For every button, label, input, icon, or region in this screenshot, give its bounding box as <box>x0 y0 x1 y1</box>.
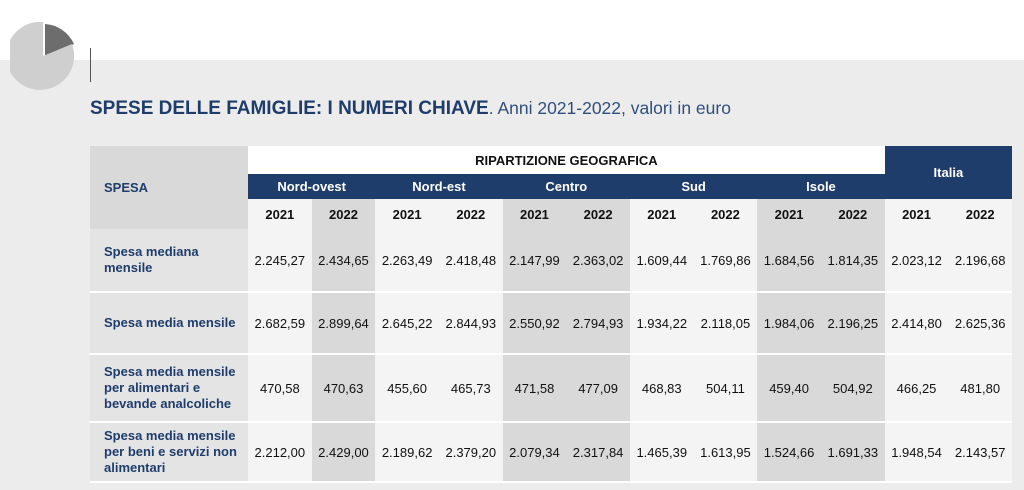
region-header-isole: Isole <box>757 174 885 199</box>
table-cell: 2.418,48 <box>438 229 503 293</box>
table-cell: 2.844,93 <box>438 292 503 355</box>
table-cell: 2.645,22 <box>375 292 439 355</box>
table-row: Spesa media mensile 2.682,59 2.899,64 2.… <box>90 292 1013 355</box>
table-cell: 2.147,99 <box>502 229 567 293</box>
row-header-spesa: SPESA <box>90 146 248 229</box>
table-cell: 477,09 <box>566 354 630 423</box>
table-cell: 2.196,68 <box>948 229 1013 293</box>
table-cell: 465,73 <box>438 354 503 423</box>
table-cell: 1.684,56 <box>757 229 821 293</box>
table-cell: 1.814,35 <box>820 229 885 293</box>
row-label: Spesa media mensile <box>90 292 248 355</box>
table-cell: 2.379,20 <box>438 422 503 483</box>
region-header-nord-est: Nord-est <box>375 174 503 199</box>
table-cell: 2.189,62 <box>375 422 439 483</box>
region-header-nord-ovest: Nord-ovest <box>248 174 376 199</box>
table-cell: 2.212,00 <box>248 422 312 483</box>
row-label: Spesa mediana mensile <box>90 229 248 293</box>
year-header: 2022 <box>438 199 503 229</box>
table-cell: 2.143,57 <box>948 422 1013 483</box>
table-cell: 2.263,49 <box>375 229 439 293</box>
table-cell: 2.550,92 <box>502 292 567 355</box>
table-cell: 470,63 <box>311 354 376 423</box>
table-cell: 2.118,05 <box>693 292 758 355</box>
table-cell: 2.794,93 <box>566 292 630 355</box>
region-header-sud: Sud <box>629 174 758 199</box>
region-header-centro: Centro <box>502 174 630 199</box>
table-cell: 1.691,33 <box>820 422 885 483</box>
table-cell: 1.769,86 <box>693 229 758 293</box>
table-cell: 2.429,00 <box>311 422 376 483</box>
header-row-years: 2021 2022 2021 2022 2021 2022 2021 2022 … <box>90 199 1013 229</box>
year-header: 2022 <box>693 199 758 229</box>
table-cell: 470,58 <box>248 354 312 423</box>
year-header: 2022 <box>566 199 630 229</box>
table-cell: 2.363,02 <box>566 229 630 293</box>
year-header: 2021 <box>757 199 821 229</box>
table-cell: 1.934,22 <box>629 292 694 355</box>
pie-chart-logo <box>10 21 75 90</box>
year-header: 2021 <box>248 199 312 229</box>
table-cell: 1.609,44 <box>629 229 694 293</box>
table-cell: 2.245,27 <box>248 229 312 293</box>
table-cell: 481,80 <box>948 354 1013 423</box>
row-label: Spesa media mensile per alimentari e bev… <box>90 354 248 423</box>
year-header: 2022 <box>948 199 1013 229</box>
page-subtitle: . Anni 2021-2022, valori in euro <box>488 98 731 118</box>
title-divider <box>90 48 91 82</box>
table-cell: 2.434,65 <box>311 229 376 293</box>
year-header: 2022 <box>311 199 376 229</box>
year-header: 2021 <box>502 199 567 229</box>
table-cell: 1.613,95 <box>693 422 758 483</box>
table-cell: 2.023,12 <box>884 229 949 293</box>
table-cell: 455,60 <box>375 354 439 423</box>
table-cell: 459,40 <box>757 354 821 423</box>
header-row-regions: Nord-ovest Nord-est Centro Sud Isole <box>90 174 1012 199</box>
group-header-ripartizione: RIPARTIZIONE GEOGRAFICA <box>248 146 885 174</box>
table-row: Spesa media mensile per beni e servizi n… <box>90 422 1013 483</box>
table-cell: 471,58 <box>502 354 567 423</box>
table-cell: 1.465,39 <box>629 422 694 483</box>
table-cell: 2.414,80 <box>884 292 949 355</box>
table-cell: 504,11 <box>693 354 758 423</box>
page-title-main: SPESE DELLE FAMIGLIE: I NUMERI CHIAVE <box>90 98 489 119</box>
table-cell: 1.524,66 <box>757 422 821 483</box>
table-cell: 2.079,34 <box>502 422 567 483</box>
row-label: Spesa media mensile per beni e servizi n… <box>90 422 248 483</box>
page-title: SPESE DELLE FAMIGLIE: I NUMERI CHIAVE. A… <box>90 98 731 120</box>
year-header: 2022 <box>820 199 885 229</box>
table-row: Spesa media mensile per alimentari e bev… <box>90 354 1013 423</box>
total-header-italia: Italia <box>884 146 1013 199</box>
table-cell: 2.899,64 <box>311 292 376 355</box>
year-header: 2021 <box>884 199 949 229</box>
table-cell: 2.317,84 <box>566 422 630 483</box>
year-header: 2021 <box>629 199 694 229</box>
table-cell: 504,92 <box>820 354 885 423</box>
key-figures-table: SPESA RIPARTIZIONE GEOGRAFICA Italia Nor… <box>90 146 1013 483</box>
table-cell: 1.984,06 <box>757 292 821 355</box>
year-header: 2021 <box>375 199 439 229</box>
table-cell: 1.948,54 <box>884 422 949 483</box>
table-cell: 2.625,36 <box>948 292 1013 355</box>
table-cell: 466,25 <box>884 354 949 423</box>
table-cell: 2.196,25 <box>820 292 885 355</box>
header-row-group: SPESA RIPARTIZIONE GEOGRAFICA Italia <box>90 146 1013 229</box>
table-cell: 2.682,59 <box>248 292 312 355</box>
table-row: Spesa mediana mensile 2.245,27 2.434,65 … <box>90 229 1013 293</box>
table-cell: 468,83 <box>629 354 694 423</box>
